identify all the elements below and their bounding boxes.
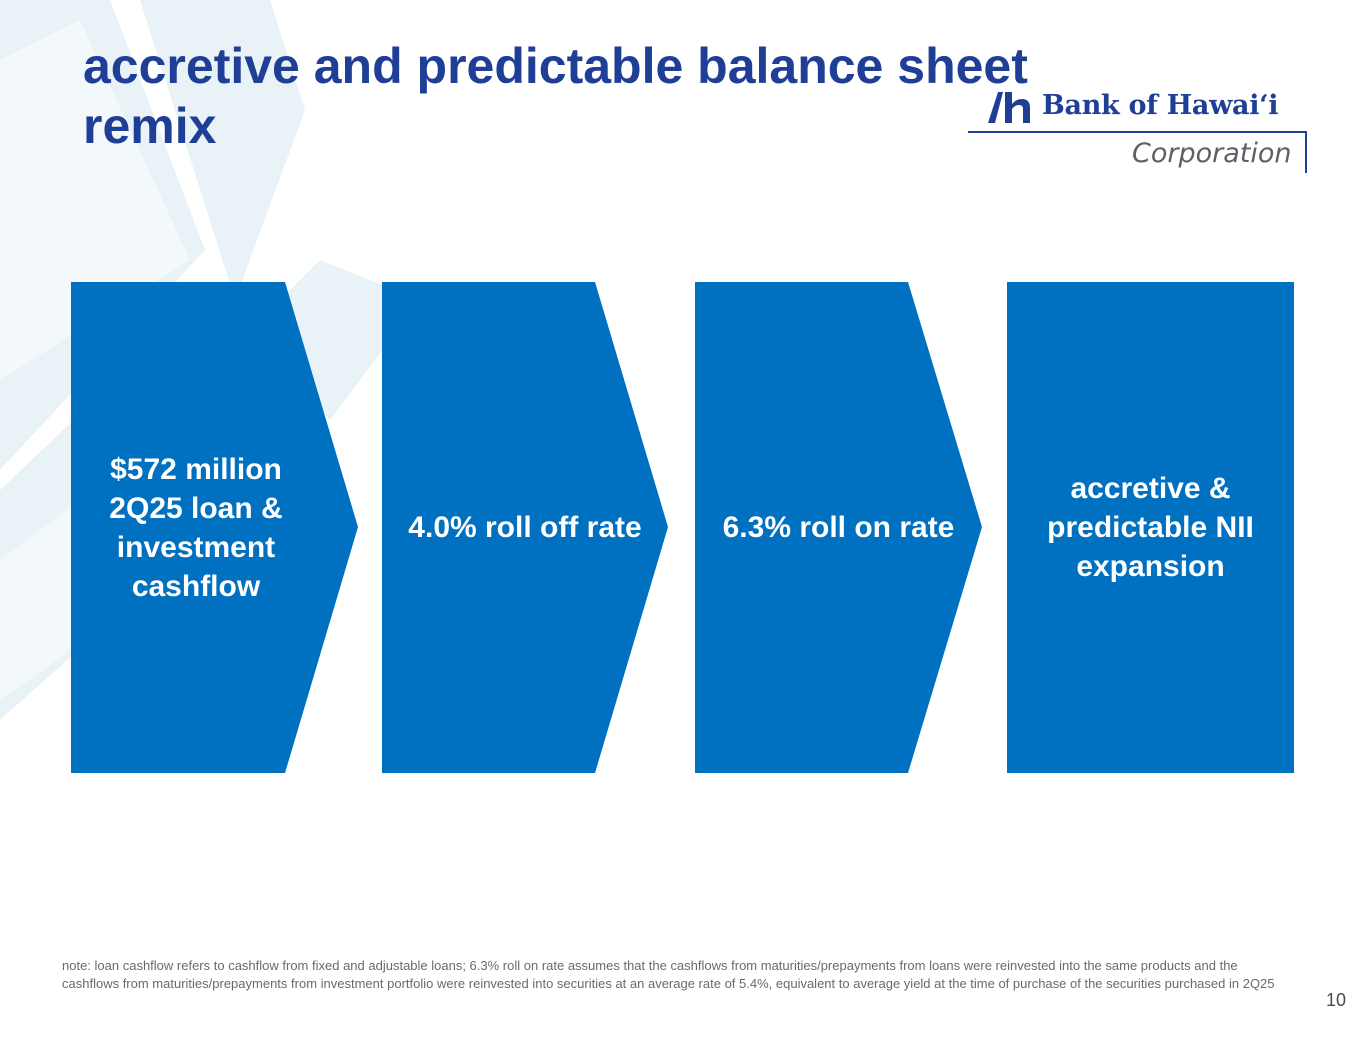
logo-vertical-rule: [1305, 131, 1307, 173]
logo-corporation-text: Corporation: [1132, 138, 1292, 169]
bank-logo-h-icon: [988, 92, 1030, 123]
logo-divider: [968, 131, 1306, 133]
slide-title: accretive and predictable balance sheet …: [83, 38, 1028, 154]
logo-bank-name: Bank of Hawaiʻi: [1042, 90, 1279, 121]
step-roll-off-label: 4.0% roll off rate: [408, 511, 642, 544]
bank-of-hawaii-logo: Bank of Hawaiʻi Corporation: [968, 84, 1308, 176]
page-number: 10: [1325, 990, 1346, 1010]
step-roll-on-rate: 6.3% roll on rate: [695, 282, 982, 773]
step-nii-label: accretive & predictable NII expansion: [1047, 472, 1254, 583]
step-roll-on-label: 6.3% roll on rate: [722, 511, 955, 544]
step-cashflow: $572 million 2Q25 loan & investment cash…: [71, 282, 358, 773]
step-roll-off-rate: 4.0% roll off rate: [382, 282, 668, 773]
step-cashflow-label: $572 million 2Q25 loan & investment cash…: [109, 452, 283, 603]
footnote: note: loan cashflow refers to cashflow f…: [62, 958, 1275, 991]
step-nii-expansion: accretive & predictable NII expansion: [1007, 282, 1294, 773]
